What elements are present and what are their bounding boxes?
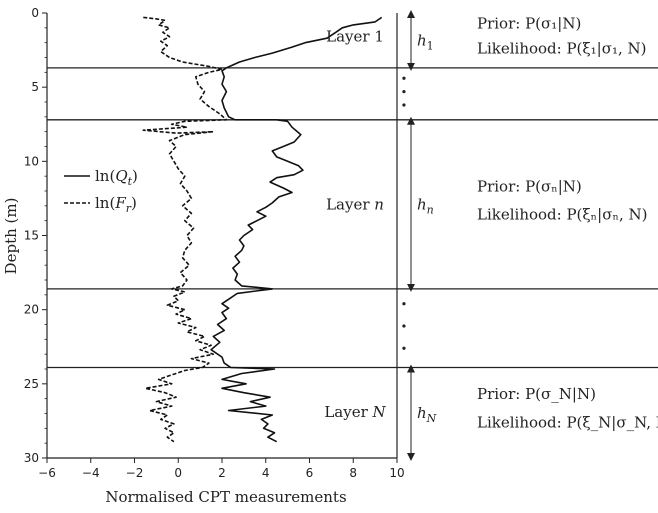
y-axis-title: Depth (m) bbox=[2, 198, 20, 275]
y-tick-label-0: 0 bbox=[31, 6, 39, 20]
ellipsis-dots bbox=[402, 76, 406, 350]
annotation-1: Prior: P(σ₁|N) bbox=[477, 14, 581, 32]
thickness-arrows: h1 hn hN bbox=[407, 10, 437, 461]
y-tick-label-3: 15 bbox=[24, 229, 39, 243]
y-tick-label-2: 10 bbox=[24, 154, 39, 168]
annotation-3: Prior: P(σₙ|N) bbox=[477, 178, 582, 196]
ellipsis-dot-3 bbox=[402, 103, 406, 107]
thickness-label-1: h1 bbox=[417, 31, 434, 52]
x-tick-label-7: 8 bbox=[349, 466, 357, 480]
ellipsis-dot-1 bbox=[402, 76, 406, 80]
thickness-label-3: hN bbox=[417, 404, 437, 425]
layer-label-2: Layer n bbox=[326, 195, 384, 213]
layer-label-1: Layer 1 bbox=[326, 28, 384, 46]
x-tick-label-5: 4 bbox=[262, 466, 270, 480]
annotations: Prior: P(σ₁|N) Likelihood: P(ξ₁|σ₁, N) Pri… bbox=[477, 14, 658, 431]
tick-labels: −6 −4 −2 0 2 4 6 8 10 0 5 10 15 20 25 30 bbox=[24, 6, 405, 480]
layer-boundaries bbox=[47, 67, 658, 369]
ellipsis-dot-4 bbox=[402, 302, 406, 306]
y-tick-label-1: 5 bbox=[31, 80, 39, 94]
x-tick-label-6: 6 bbox=[306, 466, 314, 480]
legend-label-2: ln(Fr) bbox=[95, 194, 137, 215]
x-tick-label-8: 10 bbox=[389, 466, 404, 480]
legend-label-1: ln(Qt) bbox=[95, 167, 138, 188]
x-axis-title: Normalised CPT measurements bbox=[105, 488, 346, 506]
annotation-5: Prior: P(σ_N|N) bbox=[477, 385, 596, 403]
legend: ln(Qt) ln(Fr) bbox=[64, 167, 138, 215]
data-series bbox=[142, 16, 383, 443]
y-tick-label-6: 30 bbox=[24, 451, 39, 465]
thickness-label-2: hn bbox=[417, 195, 434, 216]
series-line-1 bbox=[210, 16, 383, 443]
ellipsis-dot-2 bbox=[402, 90, 406, 94]
y-tick-label-5: 25 bbox=[24, 377, 39, 391]
x-tick-label-3: 0 bbox=[174, 466, 182, 480]
annotation-6: Likelihood: P(ξ_N|σ_N, N) bbox=[477, 413, 658, 431]
layer-labels: Layer 1 Layer n Layer N bbox=[324, 28, 386, 421]
ellipsis-dot-6 bbox=[402, 346, 406, 350]
x-tick-label-0: −6 bbox=[38, 466, 56, 480]
y-tick-label-4: 20 bbox=[24, 303, 39, 317]
series-line-2 bbox=[142, 16, 228, 443]
x-tick-label-1: −4 bbox=[82, 466, 100, 480]
x-tick-label-4: 2 bbox=[218, 466, 226, 480]
annotation-2: Likelihood: P(ξ₁|σ₁, N) bbox=[477, 40, 647, 58]
annotation-4: Likelihood: P(ξₙ|σₙ, N) bbox=[477, 206, 647, 224]
layer-label-3: Layer N bbox=[324, 403, 386, 421]
ellipsis-dot-5 bbox=[402, 324, 406, 328]
x-tick-label-2: −2 bbox=[126, 466, 144, 480]
axes bbox=[42, 12, 398, 463]
